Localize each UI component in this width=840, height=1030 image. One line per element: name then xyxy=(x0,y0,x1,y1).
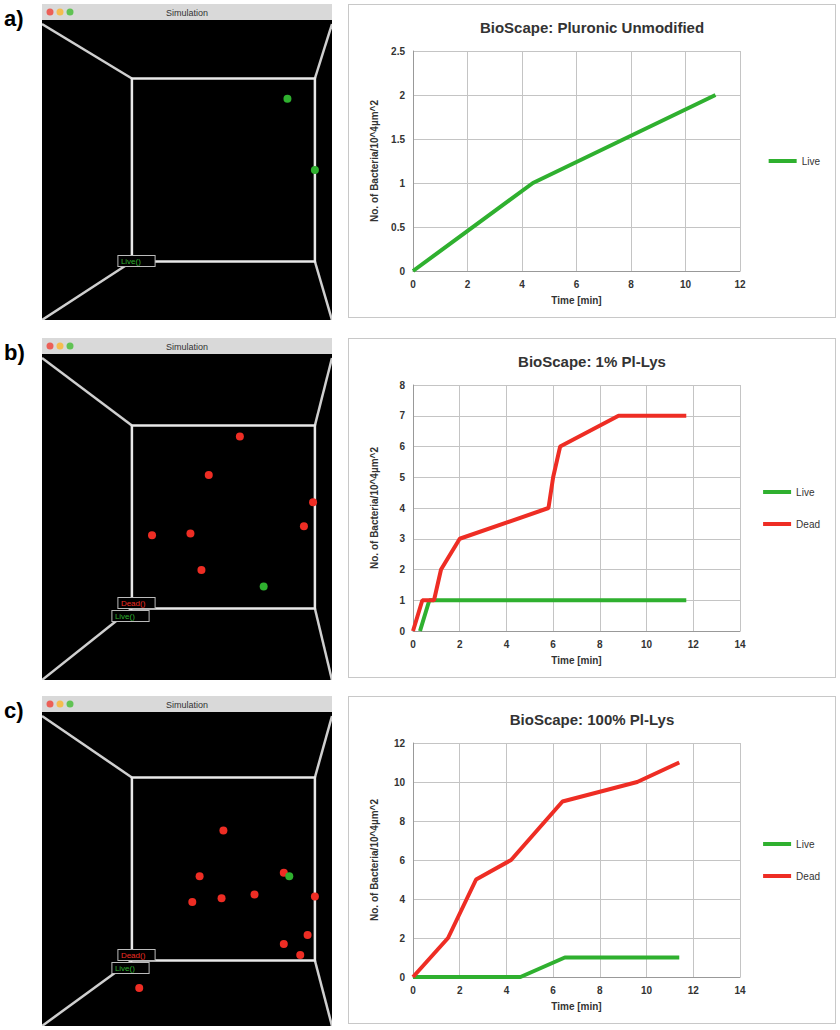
svg-text:12: 12 xyxy=(734,279,746,290)
svg-text:2: 2 xyxy=(399,933,405,944)
svg-text:6: 6 xyxy=(550,985,556,996)
svg-text:6: 6 xyxy=(550,639,556,650)
svg-text:10: 10 xyxy=(641,985,653,996)
svg-text:Time [min]: Time [min] xyxy=(551,655,601,666)
svg-text:6: 6 xyxy=(399,855,405,866)
svg-text:Time [min]: Time [min] xyxy=(551,295,601,306)
svg-text:No. of Bacteria/10^4µm^2: No. of Bacteria/10^4µm^2 xyxy=(369,447,380,569)
svg-text:5: 5 xyxy=(399,472,405,483)
svg-text:8: 8 xyxy=(597,639,603,650)
svg-text:Simulation: Simulation xyxy=(166,8,208,18)
svg-text:0: 0 xyxy=(399,972,405,983)
svg-text:0.5: 0.5 xyxy=(391,222,405,233)
svg-text:2.5: 2.5 xyxy=(391,46,405,57)
svg-text:4: 4 xyxy=(399,503,405,514)
svg-text:BioScape: 1% Pl-Lys: BioScape: 1% Pl-Lys xyxy=(518,353,666,370)
svg-text:4: 4 xyxy=(504,639,510,650)
svg-text:8: 8 xyxy=(628,279,634,290)
svg-text:10: 10 xyxy=(680,279,692,290)
svg-text:Time [min]: Time [min] xyxy=(551,1001,601,1012)
svg-text:14: 14 xyxy=(734,639,746,650)
svg-text:3: 3 xyxy=(399,533,405,544)
svg-text:6: 6 xyxy=(399,441,405,452)
svg-text:BioScape: 100% Pl-Lys: BioScape: 100% Pl-Lys xyxy=(510,711,675,728)
svg-text:12: 12 xyxy=(394,738,406,749)
svg-text:10: 10 xyxy=(641,639,653,650)
svg-text:No. of Bacteria/10^4µm^2: No. of Bacteria/10^4µm^2 xyxy=(369,799,380,921)
svg-text:Dead(): Dead() xyxy=(121,599,146,608)
svg-text:1.5: 1.5 xyxy=(391,134,405,145)
svg-text:1: 1 xyxy=(399,595,405,606)
svg-text:BioScape: Pluronic Unmodified: BioScape: Pluronic Unmodified xyxy=(480,19,704,36)
svg-text:2: 2 xyxy=(457,639,463,650)
svg-text:0: 0 xyxy=(399,626,405,637)
svg-text:2: 2 xyxy=(457,985,463,996)
html-text:c): c) xyxy=(4,698,24,723)
html-text:b): b) xyxy=(4,340,25,365)
svg-text:Live(): Live() xyxy=(115,612,135,621)
svg-text:7: 7 xyxy=(399,410,405,421)
svg-text:4: 4 xyxy=(399,894,405,905)
svg-text:Simulation: Simulation xyxy=(166,700,208,710)
svg-text:14: 14 xyxy=(734,985,746,996)
svg-text:6: 6 xyxy=(574,279,580,290)
svg-text:Live: Live xyxy=(796,839,815,850)
svg-text:Live(): Live() xyxy=(115,964,135,973)
svg-text:12: 12 xyxy=(688,985,700,996)
svg-text:Dead: Dead xyxy=(796,871,820,882)
svg-text:Dead: Dead xyxy=(796,519,820,530)
svg-text:1: 1 xyxy=(399,178,405,189)
html-text:a): a) xyxy=(4,6,24,31)
svg-text:No. of Bacteria/10^4µm^2: No. of Bacteria/10^4µm^2 xyxy=(369,100,380,222)
svg-text:2: 2 xyxy=(399,90,405,101)
svg-text:2: 2 xyxy=(399,564,405,575)
svg-text:0: 0 xyxy=(399,266,405,277)
svg-text:8: 8 xyxy=(399,816,405,827)
svg-text:2: 2 xyxy=(465,279,471,290)
svg-text:4: 4 xyxy=(504,985,510,996)
svg-text:Simulation: Simulation xyxy=(166,342,208,352)
svg-text:8: 8 xyxy=(399,380,405,391)
svg-text:12: 12 xyxy=(688,639,700,650)
svg-text:0: 0 xyxy=(410,639,416,650)
svg-text:8: 8 xyxy=(597,985,603,996)
svg-text:Live: Live xyxy=(802,156,821,167)
svg-text:Dead(): Dead() xyxy=(121,951,146,960)
svg-text:Live(): Live() xyxy=(121,257,141,266)
svg-text:4: 4 xyxy=(519,279,525,290)
svg-text:Live: Live xyxy=(796,487,815,498)
svg-text:0: 0 xyxy=(410,985,416,996)
svg-text:0: 0 xyxy=(410,279,416,290)
svg-text:10: 10 xyxy=(394,777,406,788)
